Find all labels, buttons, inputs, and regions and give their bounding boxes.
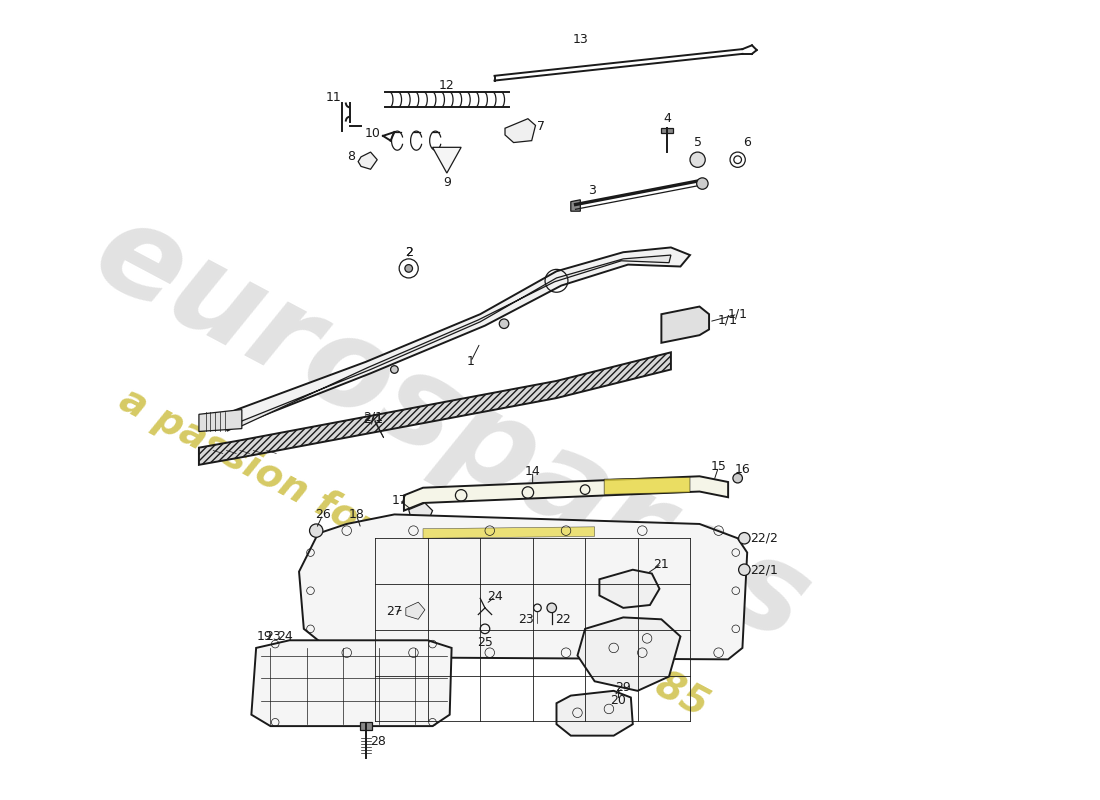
Text: 20: 20 — [610, 694, 626, 707]
Polygon shape — [604, 478, 690, 494]
Text: 23: 23 — [518, 613, 534, 626]
Polygon shape — [299, 514, 747, 659]
Polygon shape — [600, 570, 660, 608]
Circle shape — [738, 564, 750, 575]
Circle shape — [309, 524, 323, 538]
Circle shape — [690, 152, 705, 167]
Polygon shape — [578, 618, 681, 691]
Circle shape — [390, 366, 398, 374]
Text: 1: 1 — [466, 355, 474, 368]
Text: 14: 14 — [525, 465, 540, 478]
Text: 26: 26 — [315, 508, 331, 521]
Polygon shape — [240, 255, 671, 426]
Text: 10: 10 — [364, 126, 381, 139]
Text: 27: 27 — [386, 605, 403, 618]
Circle shape — [547, 603, 557, 613]
Polygon shape — [199, 352, 671, 465]
Text: 18: 18 — [349, 508, 364, 521]
Text: 2/1: 2/1 — [363, 410, 384, 424]
Text: 21: 21 — [653, 558, 669, 570]
Text: 13: 13 — [572, 33, 588, 46]
Circle shape — [696, 178, 708, 190]
Text: 25: 25 — [477, 636, 493, 649]
Polygon shape — [359, 152, 377, 170]
Polygon shape — [218, 247, 690, 430]
Text: 4: 4 — [663, 112, 671, 126]
Polygon shape — [360, 722, 372, 730]
Text: 7: 7 — [537, 120, 546, 133]
Text: 22/1: 22/1 — [750, 563, 779, 576]
Polygon shape — [505, 118, 536, 142]
Text: 24: 24 — [487, 590, 504, 603]
Polygon shape — [571, 200, 581, 211]
Polygon shape — [409, 503, 432, 522]
Text: 12: 12 — [439, 79, 454, 92]
Text: 11: 11 — [326, 91, 341, 104]
Circle shape — [738, 533, 750, 544]
Text: 5: 5 — [694, 136, 702, 149]
Polygon shape — [661, 306, 710, 342]
Text: 9: 9 — [443, 176, 451, 189]
Text: 22/2: 22/2 — [750, 532, 779, 545]
Text: a passion for parts since 1985: a passion for parts since 1985 — [112, 381, 714, 725]
Polygon shape — [432, 147, 461, 173]
Text: 2/1: 2/1 — [363, 413, 384, 426]
Text: eurospares: eurospares — [75, 190, 829, 667]
Circle shape — [405, 265, 412, 272]
Text: 6: 6 — [744, 136, 751, 149]
Text: 1/1: 1/1 — [718, 314, 738, 326]
Text: 17: 17 — [392, 494, 407, 506]
Circle shape — [499, 319, 509, 329]
Text: 16: 16 — [735, 463, 750, 476]
Text: 15: 15 — [711, 460, 726, 474]
Polygon shape — [661, 128, 673, 133]
Polygon shape — [406, 602, 425, 619]
Polygon shape — [199, 410, 242, 431]
Text: 2: 2 — [405, 246, 412, 258]
Text: 2: 2 — [405, 246, 412, 258]
Polygon shape — [557, 691, 632, 736]
Text: 23: 23 — [265, 630, 282, 643]
Text: 1/1: 1/1 — [728, 308, 748, 321]
Text: 24: 24 — [277, 630, 293, 643]
Polygon shape — [404, 476, 728, 510]
Text: 29: 29 — [615, 682, 631, 694]
Text: 19: 19 — [256, 630, 273, 643]
Polygon shape — [252, 640, 452, 726]
Circle shape — [733, 474, 742, 483]
Text: 28: 28 — [371, 735, 386, 748]
Text: 22: 22 — [556, 613, 571, 626]
Text: 8: 8 — [348, 150, 355, 163]
Polygon shape — [424, 527, 595, 538]
Text: 3: 3 — [587, 184, 596, 197]
